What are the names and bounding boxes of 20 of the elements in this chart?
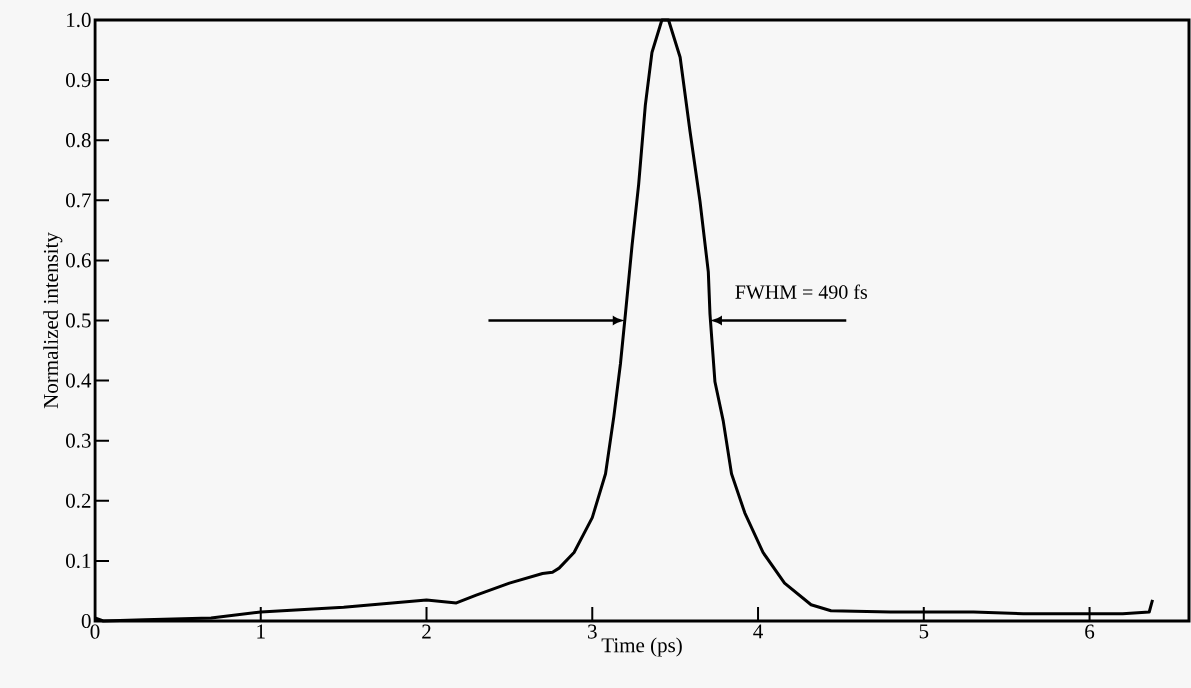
y-tick-label: 0: [81, 613, 91, 629]
x-tick-label: 4: [753, 624, 763, 639]
y-tick-label: 0.6: [66, 253, 91, 268]
y-tick-label: 0.1: [66, 553, 91, 569]
x-axis-title: Time (ps): [601, 637, 682, 657]
y-tick-label: 1.0: [67, 12, 91, 28]
x-tick-label: 6: [1085, 624, 1095, 639]
x-tick-label: 3: [588, 624, 597, 639]
x-tick-label: 2: [422, 624, 431, 639]
y-tick-label: 0.8: [66, 133, 91, 148]
y-axis-title: Normalized intensity: [43, 232, 63, 409]
y-tick-label: 0.5: [66, 313, 91, 328]
x-tick-label: 5: [919, 624, 929, 639]
y-tick-label: 0.2: [66, 493, 91, 508]
y-tick-label: 0.4: [66, 373, 92, 388]
annotation: FWHM = 490 fs: [735, 284, 868, 299]
y-tick-label: 0.7: [66, 193, 91, 208]
y-tick-label: 0.3: [66, 433, 91, 448]
y-tick-label: 0.9: [66, 72, 91, 88]
x-tick-label: 1: [257, 624, 265, 639]
